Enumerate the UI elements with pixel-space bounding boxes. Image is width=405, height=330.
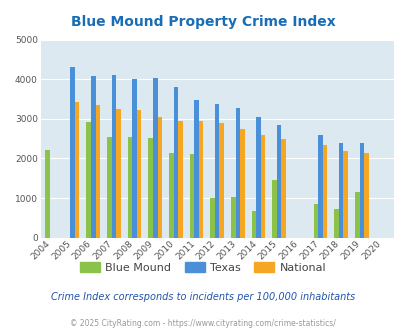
Bar (198, 121, 203, 238)
Bar (86, 122, 91, 238)
Bar (276, 125, 281, 238)
Bar (313, 204, 318, 238)
Bar (239, 129, 244, 238)
Bar (354, 192, 359, 238)
Text: Blue Mound Property Crime Index: Blue Mound Property Crime Index (70, 15, 335, 29)
Bar (210, 198, 214, 238)
Bar (318, 135, 322, 238)
Bar (136, 110, 141, 238)
Text: Crime Index corresponds to incidents per 100,000 inhabitants: Crime Index corresponds to incidents per… (51, 292, 354, 302)
Bar (333, 209, 338, 238)
Bar (363, 153, 368, 238)
Bar (178, 121, 182, 238)
Bar (116, 109, 120, 238)
Bar (132, 79, 136, 238)
Bar (235, 108, 239, 238)
Bar (281, 139, 285, 238)
Bar (338, 143, 343, 238)
Bar (157, 117, 162, 238)
Bar (194, 100, 198, 238)
Bar (75, 102, 79, 238)
Bar (148, 138, 153, 238)
Bar (111, 75, 116, 238)
Bar (189, 154, 194, 238)
Bar (91, 76, 95, 238)
Bar (128, 137, 132, 238)
Bar (173, 87, 178, 238)
Bar (107, 137, 111, 238)
Bar (168, 153, 173, 238)
Bar (219, 123, 224, 238)
Bar (256, 117, 260, 238)
Bar (343, 151, 347, 238)
Bar (260, 135, 265, 238)
Text: © 2025 CityRating.com - https://www.cityrating.com/crime-statistics/: © 2025 CityRating.com - https://www.city… (70, 319, 335, 328)
Bar (230, 197, 235, 238)
Bar (272, 180, 276, 238)
Bar (214, 104, 219, 238)
Bar (45, 150, 49, 238)
Bar (95, 105, 100, 238)
Bar (322, 145, 326, 238)
Bar (153, 78, 157, 238)
Bar (70, 67, 75, 238)
Legend: Blue Mound, Texas, National: Blue Mound, Texas, National (75, 258, 330, 278)
Bar (359, 143, 363, 238)
Bar (251, 211, 256, 238)
